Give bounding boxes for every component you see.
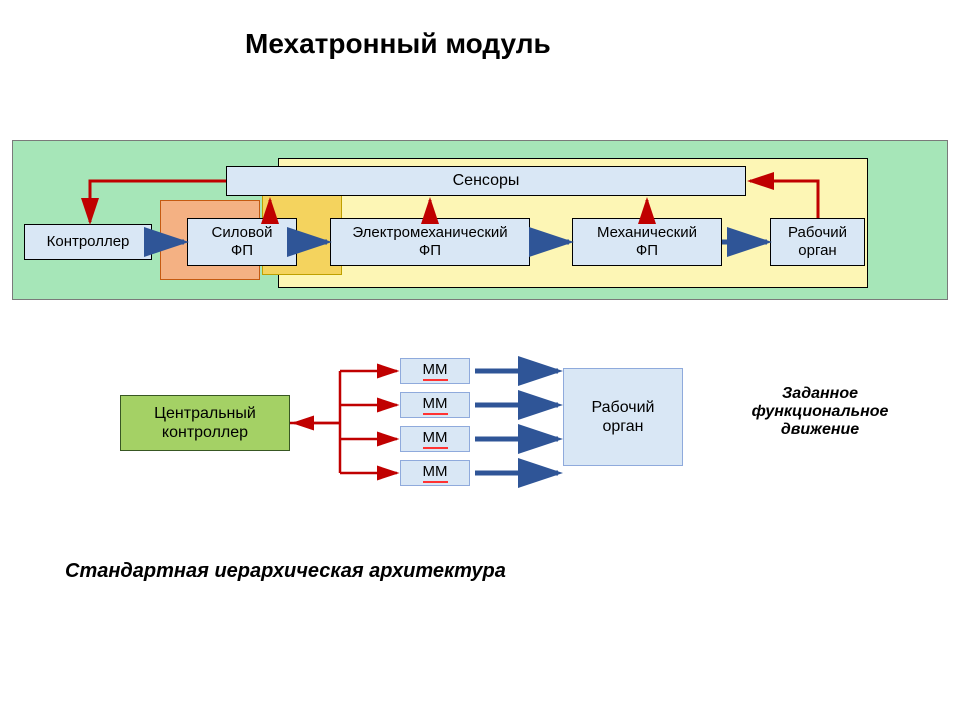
mm-label: ММ: [423, 361, 448, 381]
emech-fp-box: Электромеханический ФП: [330, 218, 530, 266]
power-fp-label: Силовой ФП: [212, 224, 273, 260]
central-controller-box: Центральный контроллер: [120, 395, 290, 451]
work-organ-box: Рабочий орган: [770, 218, 865, 266]
sensors-label: Сенсоры: [453, 171, 520, 190]
controller-box: Контроллер: [24, 224, 152, 260]
power-fp-box: Силовой ФП: [187, 218, 297, 266]
mm-label: ММ: [423, 463, 448, 483]
mech-fp-box: Механический ФП: [572, 218, 722, 266]
controller-label: Контроллер: [47, 233, 130, 251]
work-organ-label: Рабочий орган: [788, 224, 847, 260]
top-arrows: [0, 0, 960, 720]
output-label: Заданное функциональное движение: [715, 385, 925, 439]
mm-box: ММ: [400, 426, 470, 452]
mm-box: ММ: [400, 358, 470, 384]
mech-fp-label: Механический ФП: [597, 224, 697, 260]
sensors-box: Сенсоры: [226, 166, 746, 196]
bottom-arrows: [0, 0, 960, 720]
central-controller-label: Центральный контроллер: [154, 404, 256, 442]
work-organ2-label: Рабочий орган: [592, 398, 655, 436]
mm-box: ММ: [400, 392, 470, 418]
mm-box: ММ: [400, 460, 470, 486]
work-organ2-box: Рабочий орган: [563, 368, 683, 466]
mm-label: ММ: [423, 429, 448, 449]
emech-fp-label: Электромеханический ФП: [352, 224, 507, 260]
caption: Стандартная иерархическая архитектура: [65, 560, 506, 583]
page-title: Мехатронный модуль: [245, 28, 551, 60]
mm-label: ММ: [423, 395, 448, 415]
